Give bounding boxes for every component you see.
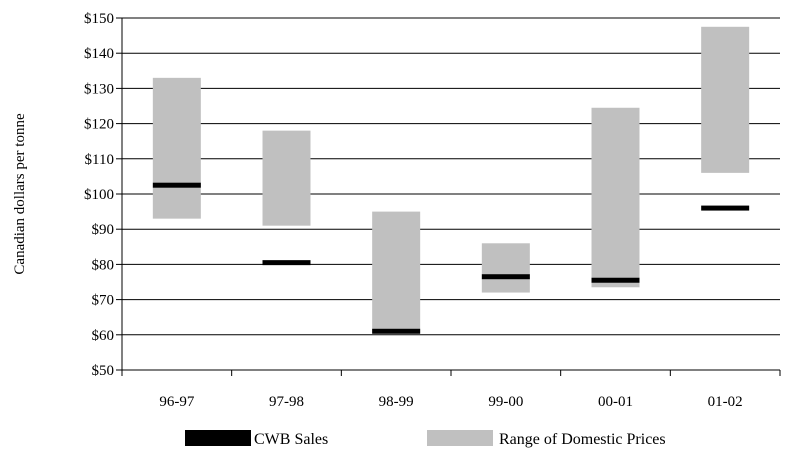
y-tick-label: $60: [92, 328, 115, 344]
y-tick-label: $50: [92, 363, 115, 379]
y-tick-labels: $50 $60 $70 $80 $90 $100 $110 $120 $130 $140 $150: [84, 11, 114, 379]
cwb-sales-marker: [262, 260, 311, 266]
legend-swatch-cwb-sales: [185, 430, 251, 446]
x-tick-label: 96-97: [159, 394, 194, 410]
axes: [116, 17, 781, 376]
legend: CWB Sales Range of Domestic Prices: [185, 430, 666, 448]
legend-label-cwb-sales: CWB Sales: [254, 431, 328, 448]
y-tick-label: $70: [92, 293, 115, 309]
y-tick-label: $80: [92, 257, 115, 273]
x-tick-label: 01-02: [708, 394, 743, 410]
y-tick-label: $130: [84, 81, 114, 97]
y-tick-label: $150: [84, 11, 114, 27]
y-tick-label: $90: [92, 222, 115, 238]
range-bar: [372, 211, 421, 334]
range-bars: [152, 26, 750, 334]
x-tick-label: 00-01: [598, 394, 633, 410]
range-bar: [701, 26, 750, 173]
y-axis-title: Canadian dollars per tonne: [12, 113, 28, 275]
x-tick-label: 98-99: [379, 394, 414, 410]
x-tick-label: 99-00: [488, 394, 523, 410]
y-tick-label: $110: [85, 152, 114, 168]
y-tick-label: $140: [84, 46, 114, 62]
y-tick-label: $120: [84, 117, 114, 133]
y-tick-label: $100: [84, 187, 114, 203]
gridlines: [122, 17, 780, 336]
x-tick-labels: 96-97 97-98 98-99 99-00 00-01 01-02: [159, 394, 742, 410]
cwb-sales-marker: [152, 182, 201, 188]
x-tick-label: 97-98: [269, 394, 304, 410]
cwb-markers: [152, 182, 750, 334]
cwb-sales-marker: [701, 205, 750, 211]
cwb-sales-marker: [481, 274, 530, 280]
range-bar: [591, 107, 640, 288]
cwb-sales-marker: [372, 328, 421, 334]
legend-label-domestic-range: Range of Domestic Prices: [499, 431, 666, 448]
legend-swatch-domestic-range: [427, 430, 493, 446]
range-bar: [481, 243, 530, 293]
range-bar: [152, 77, 201, 219]
cwb-sales-marker: [591, 277, 640, 283]
range-bar: [262, 130, 311, 226]
